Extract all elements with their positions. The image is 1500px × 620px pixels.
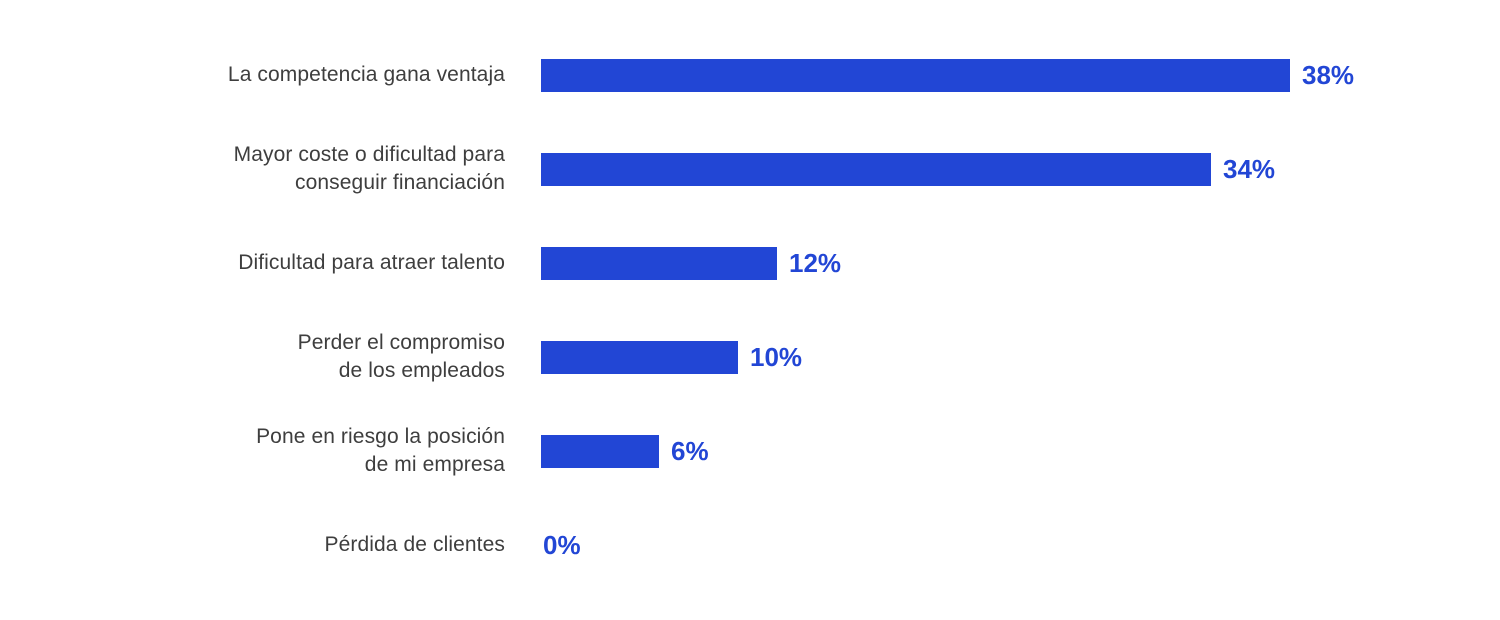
bar <box>541 58 1290 92</box>
bar <box>541 152 1211 186</box>
value-label: 38% <box>1302 59 1355 90</box>
chart-row: La competencia gana ventaja 38% <box>0 28 1500 122</box>
value-label: 0% <box>543 529 581 560</box>
value-label: 6% <box>671 435 709 466</box>
bar-track: 34% <box>541 122 1500 216</box>
bar <box>541 246 777 280</box>
category-label: Perder el compromiso de los empleados <box>297 331 505 382</box>
category-label: Pérdida de clientes <box>324 533 505 557</box>
chart-row: Perder el compromiso de los empleados 10% <box>0 310 1500 404</box>
category-label: Dificultad para atraer talento <box>238 251 505 275</box>
chart-row: Mayor coste o dificultad para conseguir f… <box>0 122 1500 216</box>
bar <box>541 434 659 468</box>
category-label: Mayor coste o dificultad para conseguir f… <box>233 143 505 194</box>
value-label: 34% <box>1223 153 1276 184</box>
bar-track: 38% <box>541 28 1500 122</box>
chart-row: Dificultad para atraer talento 12% <box>0 216 1500 310</box>
category-label: La competencia gana ventaja <box>227 63 505 87</box>
category-label: Pone en riesgo la posición de mi empresa <box>256 425 505 476</box>
bar <box>541 340 738 374</box>
bar-track: 0% <box>541 498 1500 592</box>
bar-track: 12% <box>541 216 1500 310</box>
chart-row: Pérdida de clientes 0% <box>0 498 1500 592</box>
value-label: 12% <box>789 247 842 278</box>
chart-rows: La competencia gana ventaja 38% Mayor cost… <box>0 28 1500 592</box>
value-label: 10% <box>750 341 803 372</box>
bar-track: 10% <box>541 310 1500 404</box>
chart-row: Pone en riesgo la posición de mi empresa 6… <box>0 404 1500 498</box>
bar-track: 6% <box>541 404 1500 498</box>
